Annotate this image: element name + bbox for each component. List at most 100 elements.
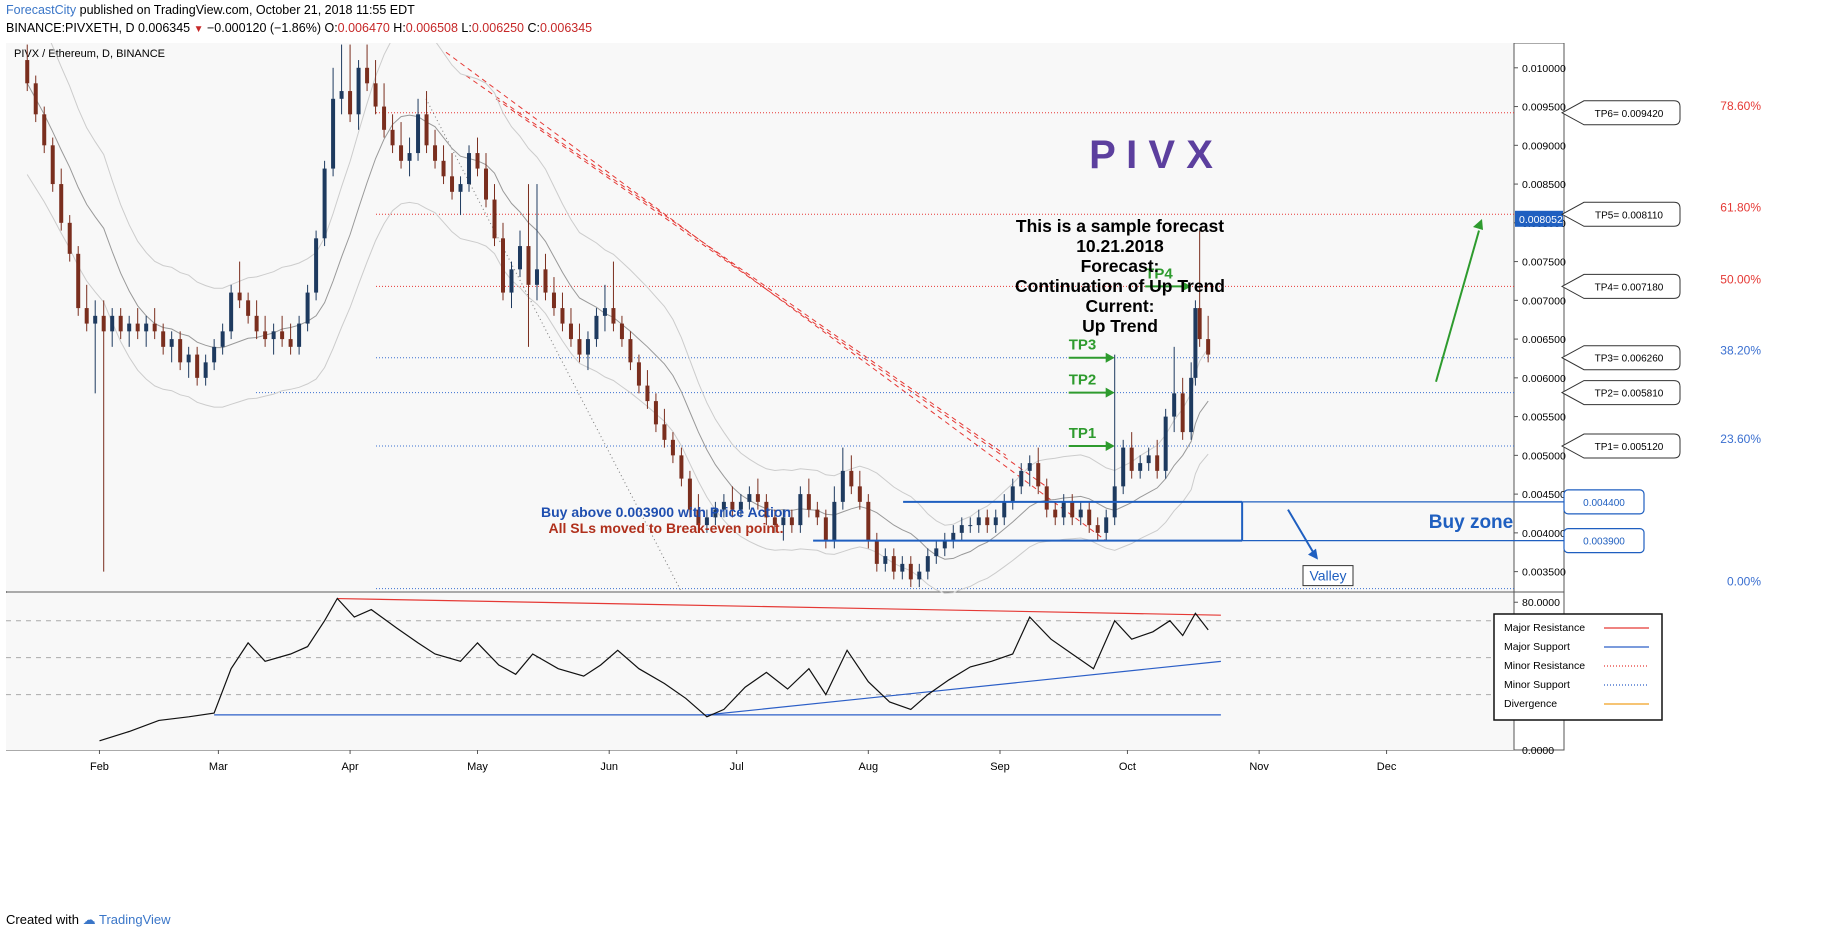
candle-up [467,153,472,185]
price-tick-label: 0.003500 [1522,567,1566,579]
publisher-line: ForecastCity published on TradingView.co… [6,3,415,17]
valley-arrow-head [1308,548,1318,560]
candle-down [645,385,650,402]
candle-down [67,222,72,254]
ohlc-line: BINANCE:PIVXETH, D 0.006345 ▼ −0.000120 … [6,21,592,35]
tp-arrow-head [1105,441,1115,452]
tp-box [1560,273,1681,299]
tp-arrow-label: TP1 [1069,425,1097,442]
candle-down [373,83,378,107]
candle-up [534,269,539,285]
candle-up [1010,486,1015,502]
candle-down [772,517,777,526]
tp-box-label: TP2= 0.005810 [1595,389,1664,400]
candle-up [229,292,234,332]
last-price: 0.006345 [137,21,191,35]
candle-down [433,145,438,161]
rsi-trendline [706,660,1221,716]
tp-box-label: TP1= 0.005120 [1595,442,1664,453]
forecast-line: Current: [1085,296,1154,316]
rsi-tick-label: 0.0000 [1522,745,1554,757]
date-tick-label: Nov [1249,761,1269,773]
candle-down [1044,486,1049,510]
candle-down [484,168,489,200]
price-tick-label: 0.010000 [1522,63,1566,75]
tp-arrows: TP4 TP3 TP2 TP1 [1068,265,1192,452]
price-tick-label: 0.006000 [1522,373,1566,385]
price-chart[interactable]: 0.0100000.0095000.0090000.0085000.008000… [6,43,1824,905]
candle-up [832,501,837,541]
candle-down [263,331,268,340]
publisher-brand[interactable]: ForecastCity [6,3,77,17]
candle-down [764,501,769,518]
chart-title: PIVX / Ethereum, D, BINANCE [14,48,165,60]
candle-down [679,455,684,479]
candle-down [161,331,166,347]
created-with-label: Created with [6,912,79,927]
candle-up [959,525,964,533]
date-tick-label: Aug [859,761,879,773]
date-tick-label: Dec [1377,761,1397,773]
candle-down [399,145,404,161]
candle-down [25,60,30,84]
candle-down [687,478,692,510]
candle-down [101,315,106,332]
price-tick-label: 0.004500 [1522,489,1566,501]
candle-down [1070,501,1075,518]
candle-down [568,323,573,340]
candles [25,44,1211,588]
rsi-trendline [337,597,1221,616]
candle-up [1078,509,1083,518]
candle-down [696,509,701,526]
candle-down [823,517,828,541]
current-price-label: 0.008052 [1519,214,1563,226]
price-tick-label: 0.009500 [1522,102,1566,114]
candle-up [738,501,743,510]
descending-trendline [445,51,1107,542]
price-tick-label: 0.009000 [1522,140,1566,152]
candle-down [441,160,446,177]
date-axis: Feb Mar Apr May Jun Jul Aug Sep Oct Nov Dec [90,750,1397,773]
valley-arrow-line [1287,509,1315,555]
candle-up [585,339,590,355]
price-tick-label: 0.007000 [1522,295,1566,307]
candle-down [365,67,370,84]
forecast-arrow-head [1473,218,1483,230]
close-value: 0.006345 [539,21,593,35]
candle-up [186,354,191,363]
candle-up [407,153,412,161]
date-tick-label: Sep [990,761,1010,773]
candle-down [908,563,913,580]
candle-down [42,114,47,146]
legend-label: Major Resistance [1504,622,1585,634]
candle-up [212,346,217,363]
legend-label: Minor Support [1504,679,1570,691]
legend-label: Minor Resistance [1504,660,1585,672]
candle-up [602,308,607,316]
descending-trendline [495,98,1047,487]
fib-label: 23.60% [1720,432,1761,446]
candle-down [76,253,81,309]
candle-down [178,339,183,363]
candle-down [866,501,871,541]
candle-down [560,308,565,324]
candle-down [390,129,395,146]
fib-label: 61.80% [1720,200,1761,214]
candle-down [1095,525,1100,533]
fib-levels: 78.60% 61.80% 50.00% 38.20% 23.60% 0.00% [256,99,1761,590]
candle-down [1197,308,1202,340]
candle-up [509,269,514,293]
candle-up [203,362,208,378]
candle-down [1155,455,1160,471]
candle-down [577,339,582,355]
price-tick-label: 0.005000 [1522,450,1566,462]
tp-arrow-head [1105,352,1115,363]
forecast-line: Continuation of Up Trend [1015,276,1225,296]
candle-up [169,339,174,347]
candle-up [356,67,361,115]
legend-box [1493,613,1663,721]
candle-down [1087,509,1092,526]
tradingview-link[interactable]: TradingView [99,912,171,927]
candle-down [50,145,55,185]
candle-up [798,494,803,526]
